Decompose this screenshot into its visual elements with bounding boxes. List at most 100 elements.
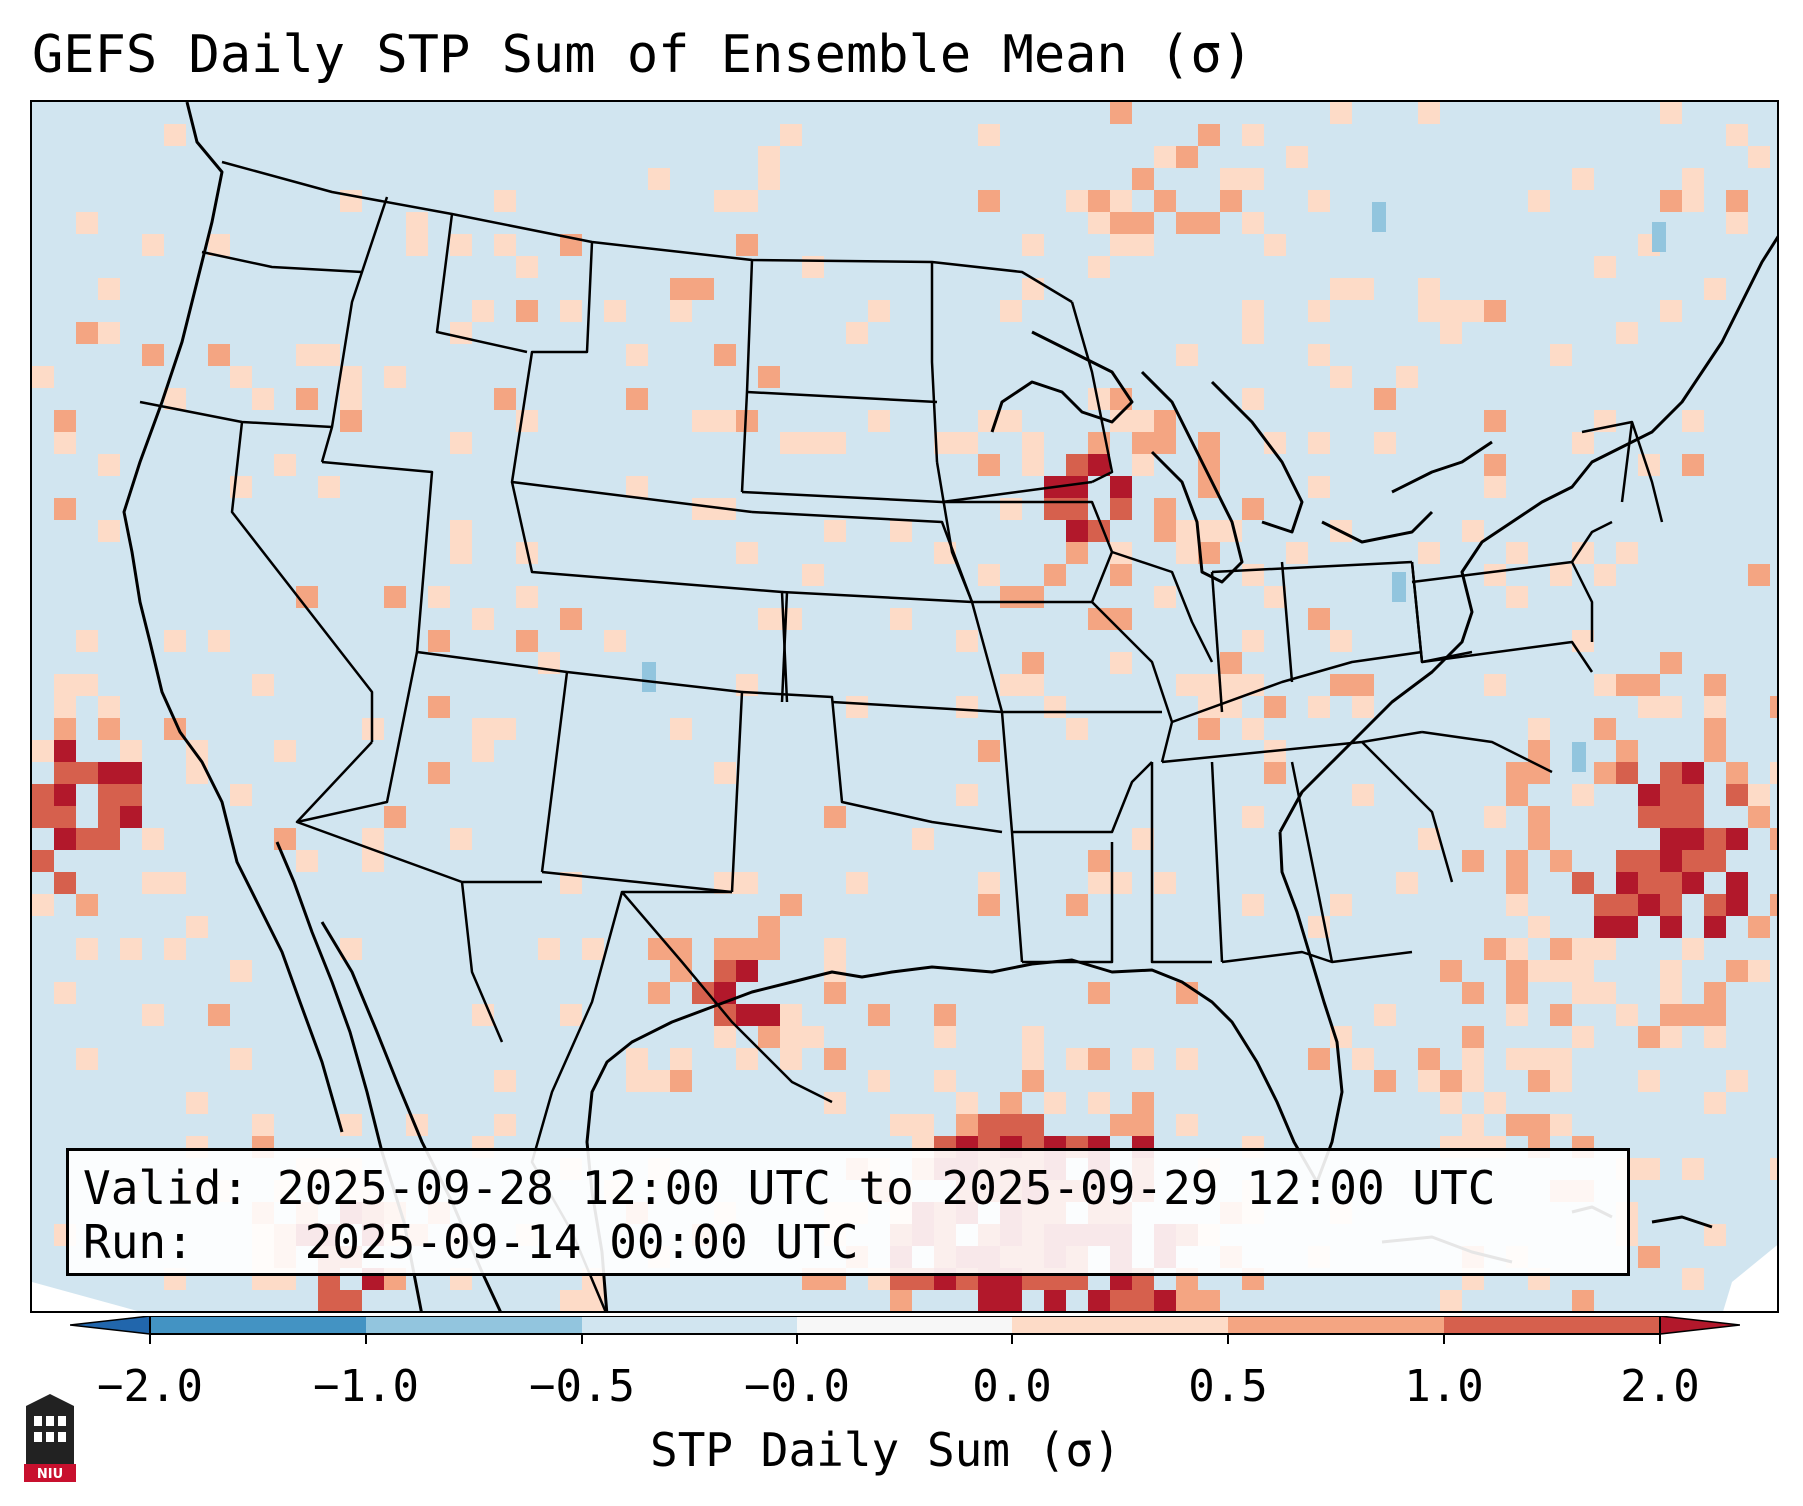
anomaly-cell-negative [1392,572,1406,602]
anomaly-cell [1110,234,1132,256]
anomaly-cell [692,498,714,520]
anomaly-cell [1132,1048,1154,1070]
anomaly-cell [1528,806,1550,828]
anomaly-cell [1198,212,1220,234]
anomaly-cell [956,696,978,718]
anomaly-cell [1660,850,1682,872]
anomaly-cell [1198,718,1220,740]
anomaly-cell [1484,410,1506,432]
anomaly-cell [560,872,582,894]
anomaly-cell [780,1048,802,1070]
anomaly-cell [978,190,1000,212]
anomaly-cell [1330,366,1352,388]
anomaly-cell [1374,388,1396,410]
anomaly-cell [1066,190,1088,212]
anomaly-cell [1484,1092,1506,1114]
anomaly-cell [1594,256,1616,278]
anomaly-cell [1066,454,1088,476]
anomaly-cell [626,1048,648,1070]
anomaly-cell [472,300,494,322]
anomaly-cell [1506,872,1528,894]
anomaly-cell [1528,1114,1550,1136]
anomaly-cell [1110,190,1132,212]
anomaly-cell [560,1312,582,1313]
anomaly-cell [230,960,252,982]
anomaly-cell [296,388,318,410]
anomaly-cell [1220,674,1242,696]
anomaly-cell [1616,322,1638,344]
anomaly-cell [450,234,472,256]
anomaly-cell [1066,498,1088,520]
anomaly-cell [1550,938,1572,960]
anomaly-cell [1572,542,1594,564]
anomaly-cell [758,146,780,168]
anomaly-cell [1462,1048,1484,1070]
anomaly-cell [868,300,890,322]
anomaly-cell [494,190,516,212]
anomaly-cell [142,828,164,850]
anomaly-cell [450,322,472,344]
anomaly-cell [472,718,494,740]
anomaly-cell-negative [1372,202,1386,232]
anomaly-cell [428,1312,450,1313]
anomaly-cell [1242,212,1264,234]
anomaly-cell [1484,300,1506,322]
anomaly-cell [516,586,538,608]
anomaly-cell [1154,586,1176,608]
colorbar-tick-label: −0.5 [529,1361,635,1412]
anomaly-cell [736,1004,758,1026]
anomaly-cell [1616,916,1638,938]
anomaly-cell [296,850,318,872]
anomaly-cell [384,586,406,608]
anomaly-cell [1528,740,1550,762]
anomaly-cell [120,762,142,784]
anomaly-cell [1572,982,1594,1004]
anomaly-cell [1704,916,1726,938]
anomaly-cell [1616,850,1638,872]
anomaly-cell [1506,1114,1528,1136]
anomaly-cell [1418,278,1440,300]
anomaly-cell [1088,388,1110,410]
anomaly-cell [1594,938,1616,960]
anomaly-cell [1638,1026,1660,1048]
anomaly-cell [1572,872,1594,894]
anomaly-cell [780,894,802,916]
anomaly-cell [824,520,846,542]
anomaly-cell [1704,696,1726,718]
anomaly-cell [142,234,164,256]
anomaly-cell [1572,168,1594,190]
anomaly-cell [1660,102,1682,124]
logo-text: NIU [37,1467,63,1482]
anomaly-cell [1704,1004,1726,1026]
anomaly-cell [32,740,54,762]
anomaly-cell [1528,916,1550,938]
anomaly-cell [1506,938,1528,960]
anomaly-cell [1638,1158,1660,1180]
anomaly-cell [142,1004,164,1026]
anomaly-cell [670,278,692,300]
anomaly-cell [1066,1048,1088,1070]
anomaly-cell [1506,960,1528,982]
anomaly-cell [1660,916,1682,938]
anomaly-cell [318,344,340,366]
anomaly-cell [560,608,582,630]
anomaly-cell [1022,586,1044,608]
anomaly-cell [890,608,912,630]
valid-time-range: 2025-09-28 12:00 UTC to 2025-09-29 12:00… [276,1161,1496,1215]
anomaly-cell [1044,1312,1066,1313]
anomaly-cell [736,674,758,696]
anomaly-cell [1638,674,1660,696]
anomaly-cell [1000,674,1022,696]
anomaly-cell [714,872,736,894]
anomaly-cell [1528,1048,1550,1070]
anomaly-cell [1396,1312,1418,1313]
anomaly-cell [1242,322,1264,344]
anomaly-cell [1550,850,1572,872]
anomaly-cell [1308,344,1330,366]
anomaly-cell [1066,542,1088,564]
anomaly-cell [1594,982,1616,1004]
anomaly-cell [1638,696,1660,718]
anomaly-cell [384,366,406,388]
anomaly-cell [1110,872,1132,894]
anomaly-cell [780,1026,802,1048]
